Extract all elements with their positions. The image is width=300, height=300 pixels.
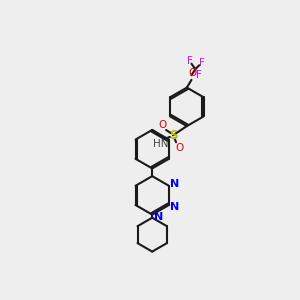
- Text: F: F: [196, 70, 202, 80]
- Text: O: O: [158, 119, 166, 130]
- Text: HN: HN: [153, 139, 168, 149]
- Text: N: N: [154, 212, 163, 222]
- Text: N: N: [170, 179, 180, 189]
- Text: S: S: [169, 129, 177, 142]
- Text: O: O: [175, 143, 183, 153]
- Text: N: N: [170, 202, 180, 212]
- Text: F: F: [199, 58, 204, 68]
- Text: O: O: [188, 68, 196, 78]
- Text: F: F: [187, 56, 193, 66]
